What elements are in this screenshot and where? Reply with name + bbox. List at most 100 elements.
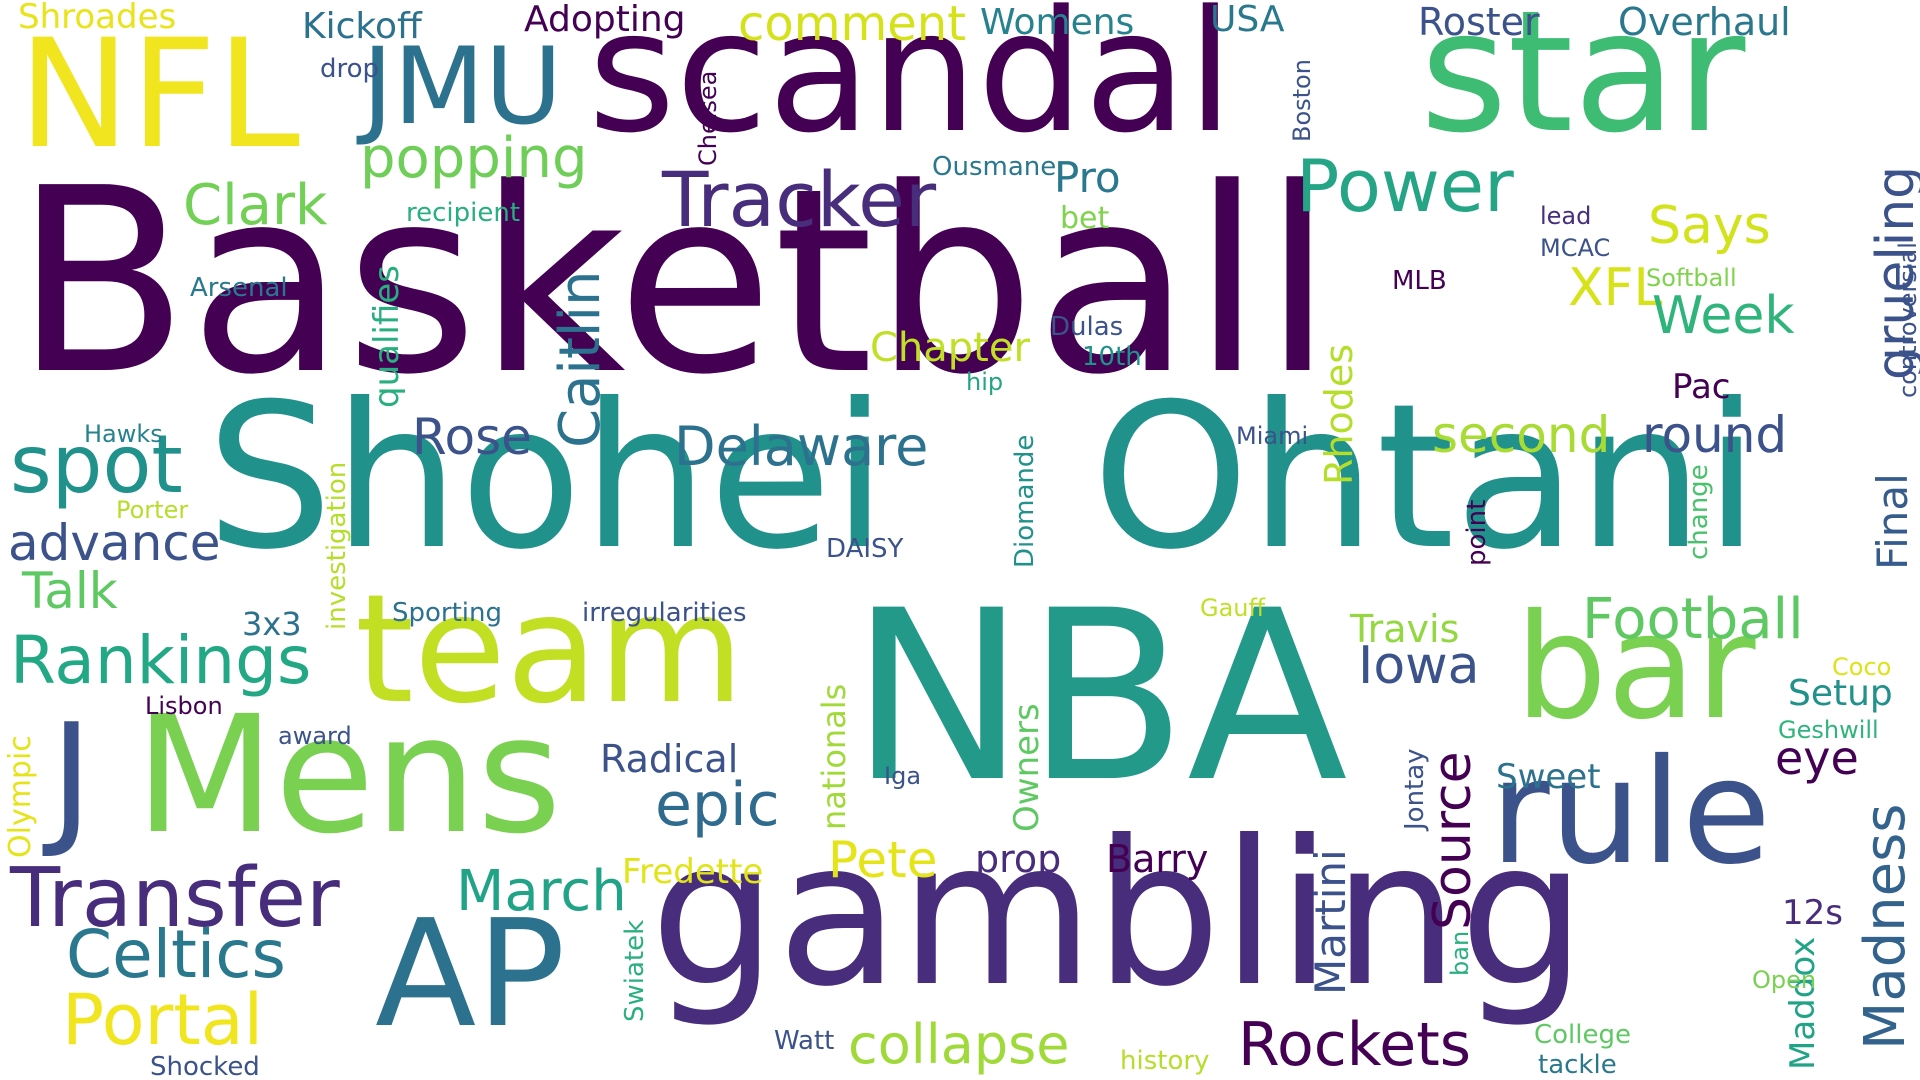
cloud-word: 10th — [1082, 342, 1142, 372]
cloud-word: AP — [375, 888, 566, 1060]
cloud-word: Gauff — [1200, 594, 1266, 622]
cloud-word: Portal — [62, 979, 264, 1061]
cloud-word: Iowa — [1358, 636, 1480, 696]
cloud-word: ban — [1446, 930, 1474, 976]
cloud-word: scandal — [588, 0, 1234, 170]
cloud-word: USA — [1210, 0, 1285, 40]
cloud-word: comment — [738, 0, 967, 52]
cloud-word: Open — [1752, 966, 1817, 994]
cloud-word: Diomande — [1010, 434, 1040, 568]
cloud-word: bet — [1060, 201, 1110, 236]
cloud-word: round — [1642, 406, 1788, 464]
cloud-word: Swiatek — [620, 919, 650, 1022]
cloud-word: eye — [1775, 731, 1859, 785]
cloud-word: Shocked — [150, 1052, 260, 1080]
cloud-word: lead — [1540, 202, 1592, 230]
cloud-word: point — [1462, 499, 1492, 566]
cloud-word: collapse — [848, 1013, 1070, 1076]
cloud-word: Kickoff — [302, 6, 422, 47]
cloud-word: Olympic — [3, 735, 38, 858]
cloud-word: drop — [320, 54, 380, 84]
cloud-word: Caitlin — [548, 270, 613, 448]
cloud-word: 12s — [1782, 893, 1843, 933]
cloud-word: Iga — [884, 762, 922, 790]
cloud-word: Setup — [1788, 673, 1893, 714]
cloud-word: Roster — [1418, 0, 1540, 44]
cloud-word: March — [456, 859, 627, 924]
cloud-word: Rankings — [10, 622, 312, 699]
cloud-word: Radical — [600, 737, 739, 781]
cloud-word: prop — [975, 837, 1062, 881]
cloud-word: Martini — [1306, 849, 1355, 995]
cloud-word: gambling — [650, 798, 1587, 1031]
cloud-word: qualifies — [367, 265, 407, 408]
cloud-word: rule — [1490, 728, 1772, 897]
cloud-word: investigation — [322, 461, 352, 630]
cloud-word: Arsenal — [190, 273, 288, 303]
cloud-word: Pac — [1672, 367, 1731, 407]
cloud-word: Rose — [412, 408, 532, 466]
cloud-word: 3x3 — [242, 605, 302, 643]
cloud-word: Chapter — [870, 325, 1030, 371]
cloud-word: Celtics — [66, 916, 286, 993]
cloud-word: NFL — [18, 8, 301, 182]
cloud-word: Jontay — [1400, 748, 1430, 830]
cloud-word: Fredette — [622, 852, 764, 892]
cloud-word: hip — [966, 368, 1004, 396]
cloud-word: Source — [1423, 751, 1483, 930]
cloud-word: Week — [1652, 286, 1795, 346]
cloud-word: Sporting — [392, 598, 503, 628]
cloud-word: team — [355, 563, 745, 737]
cloud-word: J — [50, 693, 93, 862]
cloud-word: spot — [10, 418, 183, 511]
cloud-word: Overhaul — [1618, 0, 1791, 44]
cloud-word: Final — [1868, 473, 1917, 570]
cloud-word: award — [278, 722, 352, 750]
cloud-word: NBA — [850, 561, 1348, 834]
cloud-word: Womens — [980, 2, 1135, 43]
cloud-word: Madness — [1853, 803, 1918, 1050]
cloud-word: controversial — [1894, 242, 1920, 398]
cloud-word: Power — [1296, 144, 1514, 228]
cloud-word: nationals — [815, 683, 853, 830]
cloud-word: Pete — [828, 831, 938, 889]
cloud-word: Sweet — [1496, 757, 1601, 797]
cloud-word: second — [1432, 406, 1611, 464]
cloud-word: Geshwill — [1778, 716, 1879, 744]
cloud-word: Basketball — [14, 134, 1334, 431]
cloud-word: Delaware — [674, 415, 929, 478]
cloud-word: recipient — [406, 198, 521, 228]
cloud-word: Miami — [1236, 422, 1309, 450]
cloud-word: Ohtani — [1092, 361, 1760, 594]
cloud-word: JMU — [362, 25, 563, 148]
cloud-word: Owners — [1007, 703, 1047, 832]
cloud-word: Transfer — [10, 851, 340, 946]
cloud-word: Rockets — [1238, 1010, 1471, 1080]
cloud-word: epic — [655, 770, 780, 840]
cloud-word: bar — [1515, 583, 1756, 752]
cloud-word: Dulas — [1050, 312, 1124, 342]
cloud-word: MLB — [1392, 266, 1447, 296]
cloud-word: MCAC — [1540, 234, 1611, 262]
cloud-word: Mens — [135, 682, 562, 870]
cloud-word: Lisbon — [145, 692, 223, 720]
cloud-word: Travis — [1350, 607, 1460, 651]
cloud-word: Coco — [1832, 653, 1892, 681]
cloud-word: Tracker — [662, 155, 937, 244]
cloud-word: Football — [1582, 587, 1804, 652]
cloud-word: Rhodes — [1317, 343, 1361, 485]
cloud-word: Softball — [1646, 264, 1737, 292]
cloud-word: irregularities — [582, 598, 747, 628]
cloud-word: Talk — [22, 562, 118, 620]
cloud-word: XFL — [1568, 258, 1663, 318]
cloud-word: star — [1420, 0, 1746, 170]
cloud-word: Maddox — [1783, 936, 1823, 1070]
cloud-word: tackle — [1538, 1050, 1617, 1080]
cloud-word: Adopting — [524, 0, 686, 40]
cloud-word: College — [1534, 1020, 1632, 1050]
cloud-word: Boston — [1288, 59, 1316, 142]
cloud-word: Porter — [116, 496, 189, 524]
cloud-word: Clark — [183, 173, 328, 238]
cloud-word: Barry — [1106, 837, 1209, 881]
